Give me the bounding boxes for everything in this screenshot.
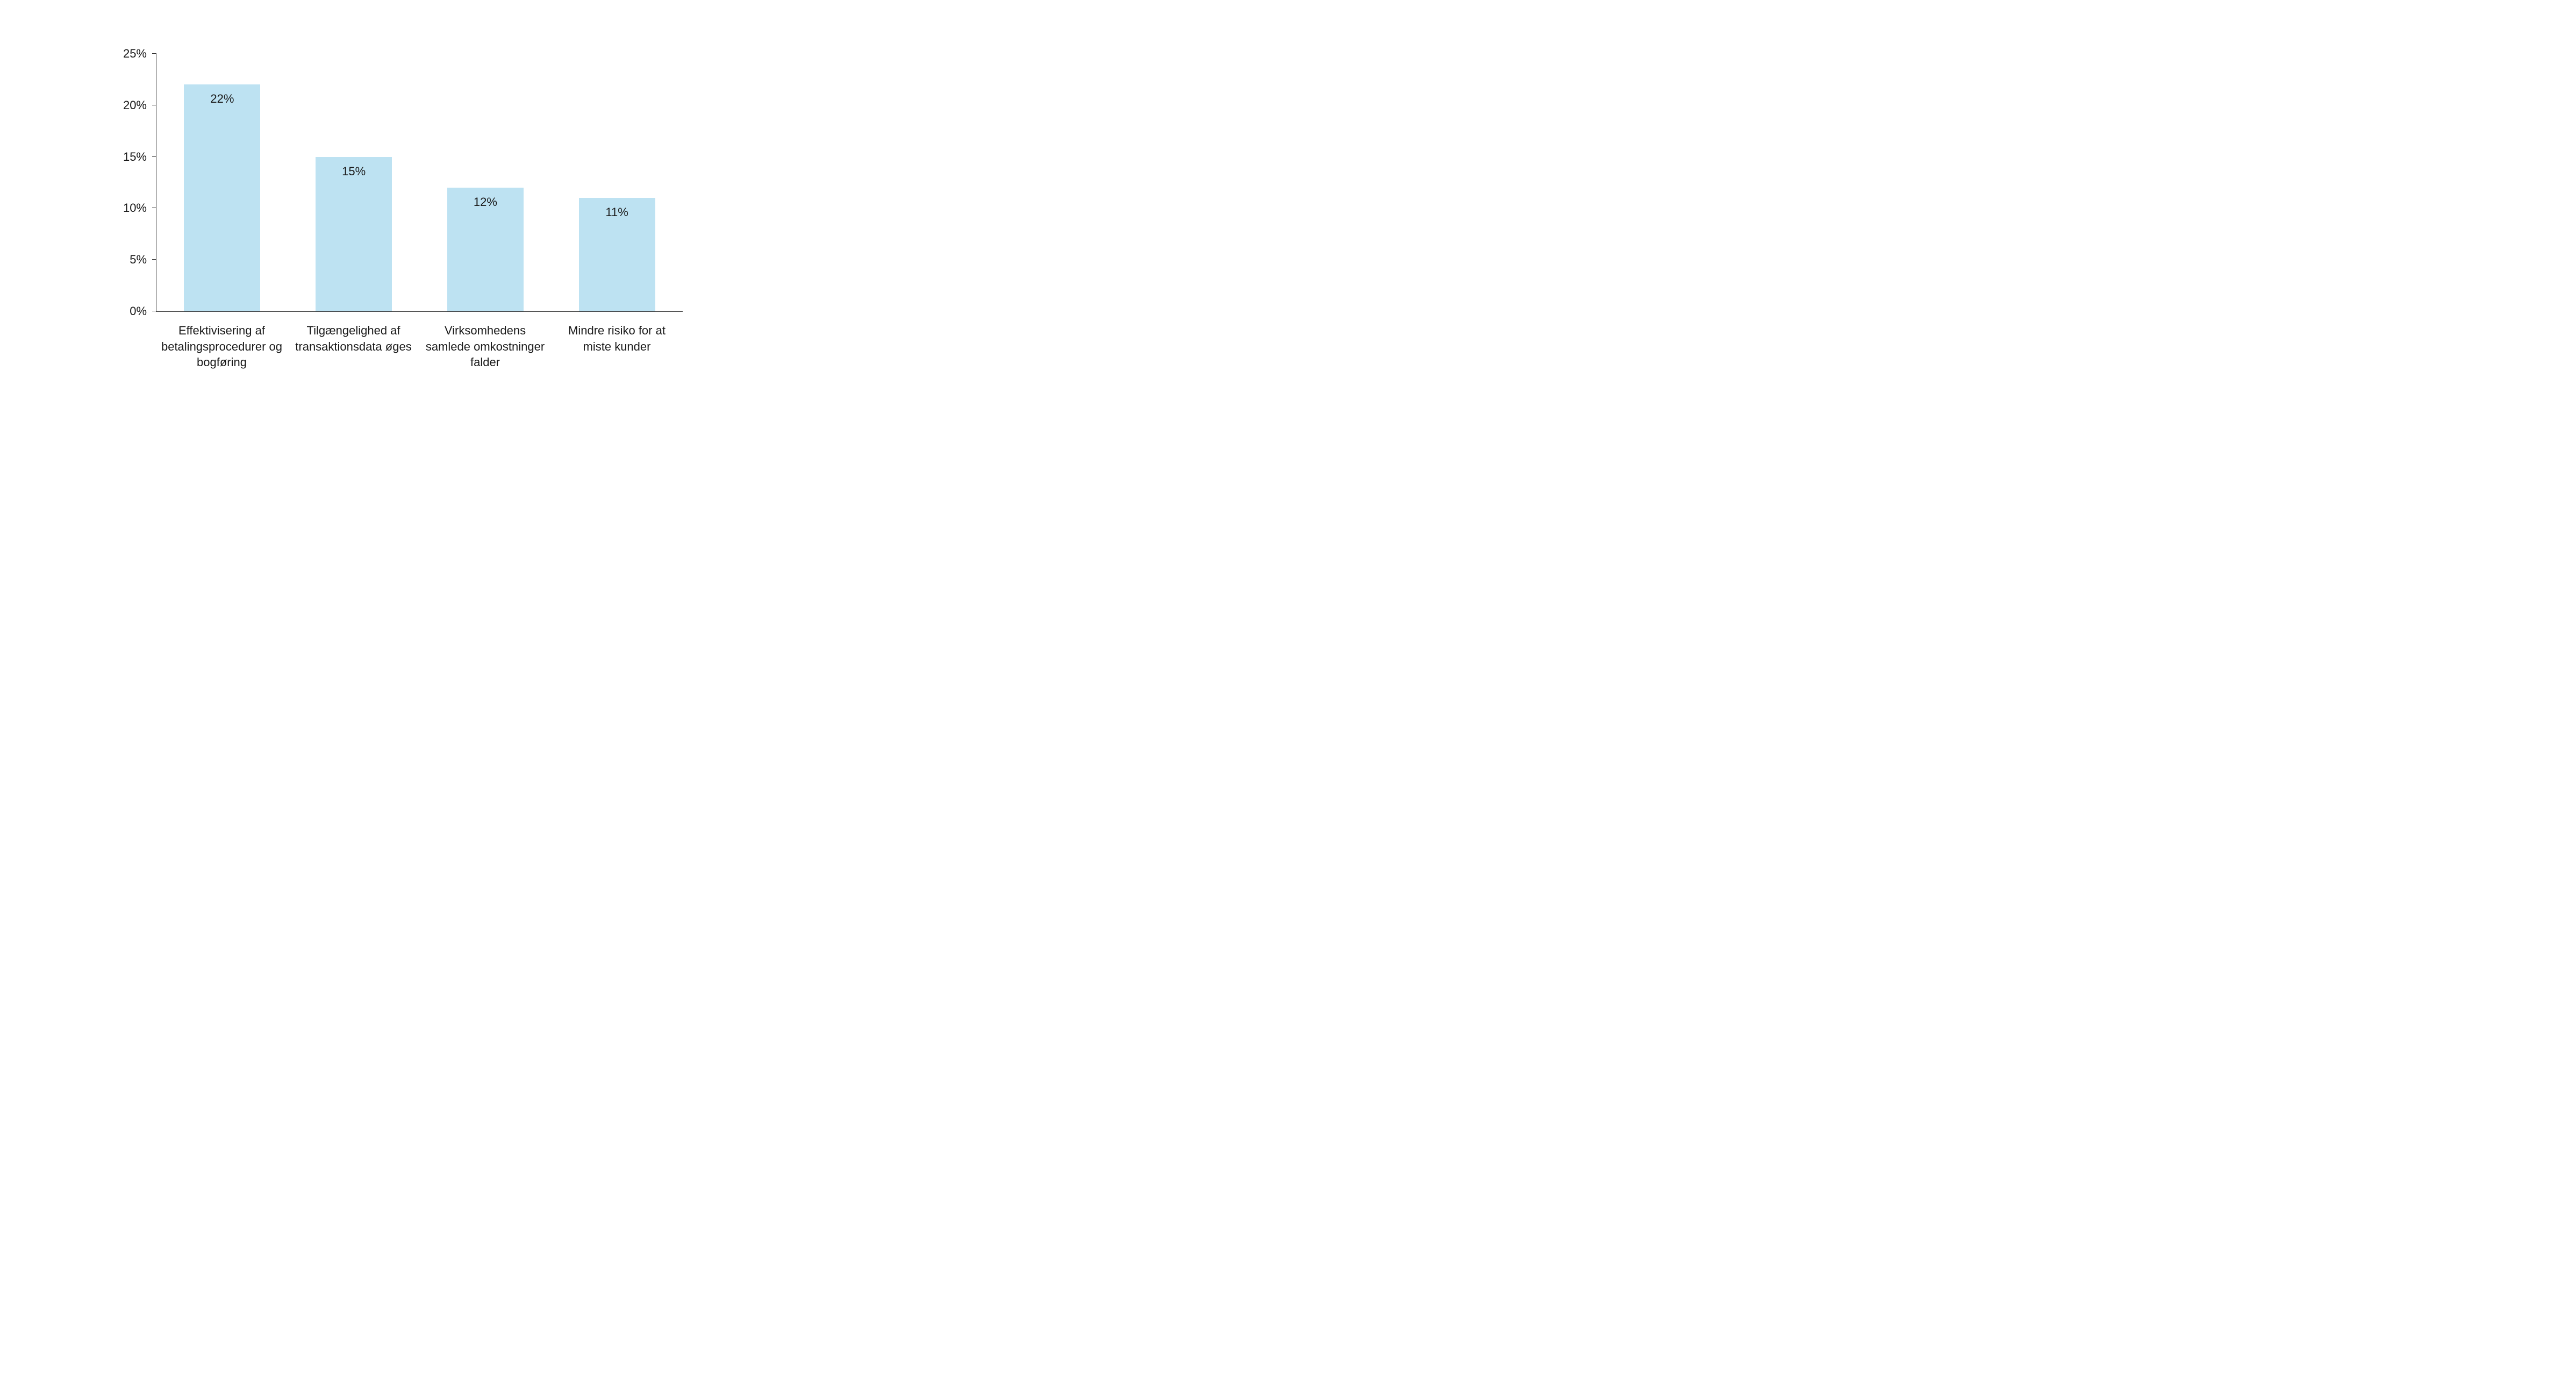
y-tick-label: 15%	[123, 150, 156, 164]
x-category-label: Tilgængelighed af transaktionsdata øges	[292, 323, 416, 370]
y-tick-label: 10%	[123, 201, 156, 215]
x-label-slot: Effektivisering af betalingsprocedurer o…	[156, 323, 288, 370]
bar: 22%	[184, 84, 260, 311]
x-labels-row: Effektivisering af betalingsprocedurer o…	[156, 323, 683, 370]
bar-value-label: 12%	[474, 195, 497, 209]
x-label-slot: Tilgængelighed af transaktionsdata øges	[288, 323, 419, 370]
bar: 11%	[579, 198, 655, 311]
bar-slot: 11%	[551, 54, 683, 311]
x-label-slot: Mindre risiko for at miste kunder	[551, 323, 683, 370]
bar-slot: 22%	[156, 54, 288, 311]
bar-value-label: 11%	[605, 205, 628, 219]
bar-slot: 15%	[288, 54, 420, 311]
bar-chart: 0% 5% 10% 15% 20% 25% 22% 15%	[97, 32, 742, 409]
bar-value-label: 15%	[342, 165, 366, 179]
x-label-slot: Virksomhedens samlede omkostninger falde…	[419, 323, 551, 370]
y-tick-label: 5%	[130, 253, 156, 267]
y-tick-label: 20%	[123, 98, 156, 112]
y-tick-label: 25%	[123, 47, 156, 61]
bar: 15%	[316, 157, 392, 311]
x-category-label: Virksomhedens samlede omkostninger falde…	[424, 323, 547, 370]
y-tick-label: 0%	[130, 304, 156, 318]
bar-value-label: 22%	[210, 92, 234, 106]
bars-row: 22% 15% 12% 11%	[156, 54, 683, 311]
bar-slot: 12%	[420, 54, 552, 311]
plot-area: 0% 5% 10% 15% 20% 25% 22% 15%	[156, 54, 683, 312]
x-category-label: Effektivisering af betalingsprocedurer o…	[160, 323, 284, 370]
x-category-label: Mindre risiko for at miste kunder	[555, 323, 679, 370]
bar: 12%	[447, 188, 524, 311]
